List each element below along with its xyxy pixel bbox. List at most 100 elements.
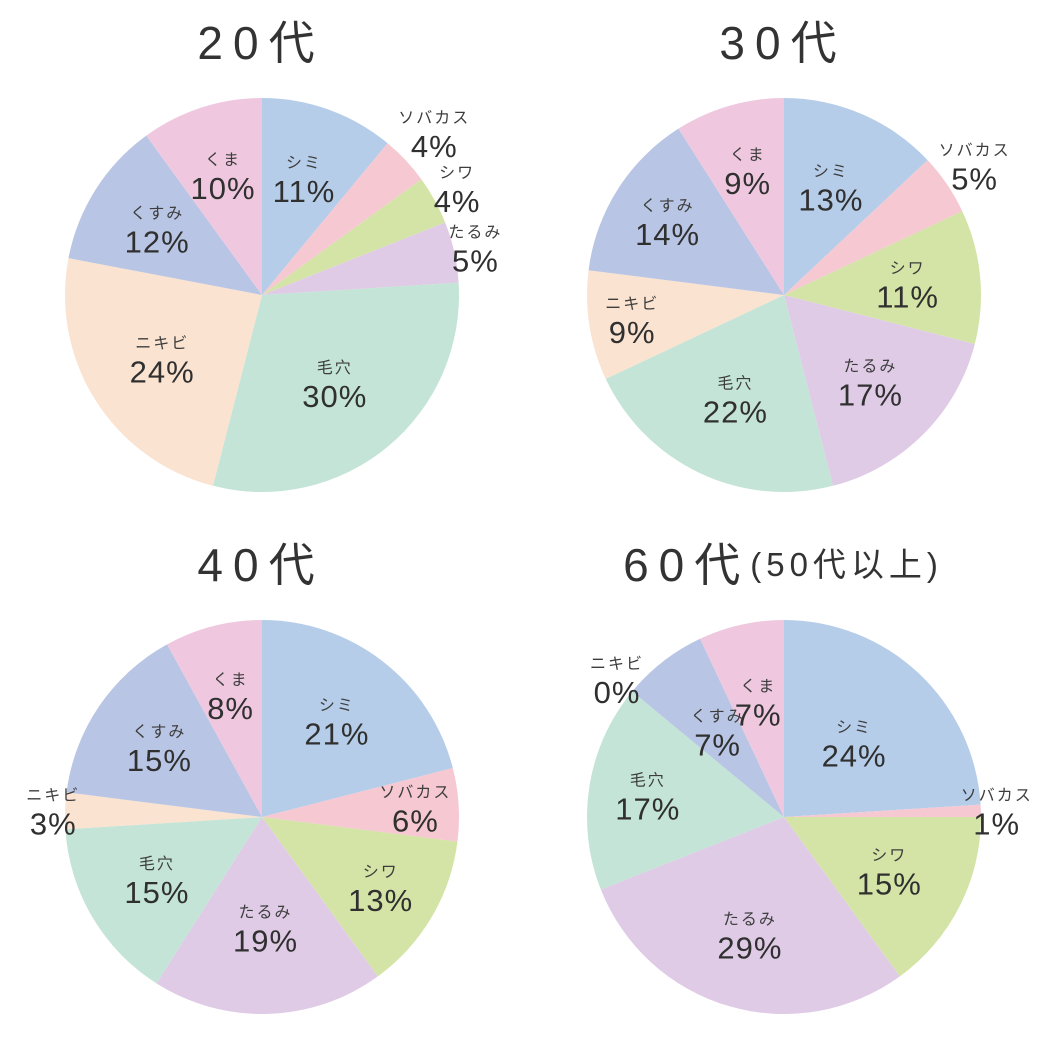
- slice-label-nikibi: ニキビ: [135, 334, 189, 352]
- pie-slice-shiwa: [262, 179, 446, 295]
- slice-value-shiwa: 11%: [876, 279, 939, 314]
- slice-label-tarumi: たるみ: [238, 903, 292, 921]
- pie-slice-sobakasu: [784, 160, 963, 295]
- pie-slice-nikibi: [586, 270, 784, 379]
- pie-slice-nikibi: [64, 792, 262, 830]
- pie-slice-tarumi: [156, 817, 378, 1014]
- slice-value-keana: 30%: [302, 379, 367, 414]
- pie-slice-keana: [605, 295, 833, 492]
- chart-cell-30s: 30代 シミ 13% ソバカス 5% シワ 11% たるみ 17% 毛穴 22% ニキビ 9% くすみ 1…: [522, 0, 1044, 522]
- slice-value-kuma: 9%: [724, 166, 771, 201]
- chart-title-60s-suffix: (50代以上): [750, 546, 943, 583]
- pie-slice-shiwa: [784, 817, 981, 977]
- slice-label-keana: 毛穴: [717, 374, 753, 392]
- pie-chart-30s: シミ 13% ソバカス 5% シワ 11% たるみ 17% 毛穴 22% ニキビ 9% くすみ 14% くま…: [586, 98, 1011, 492]
- pie-slice-tarumi: [784, 295, 975, 486]
- slice-label-sobakasu: ソバカス: [379, 784, 451, 801]
- slice-label-sobakasu: ソバカス: [398, 110, 470, 127]
- chart-title-20s: 20代: [197, 0, 324, 80]
- slice-label-shiwa: シワ: [871, 848, 907, 865]
- slice-value-tarumi: 5%: [452, 243, 499, 278]
- slice-label-kusumi: くすみ: [132, 723, 186, 741]
- slice-value-keana: 17%: [615, 791, 680, 826]
- slice-value-keana: 15%: [124, 875, 189, 910]
- slice-value-nikibi: 0%: [594, 675, 641, 710]
- pie-slice-kusumi: [66, 644, 262, 817]
- slice-value-kuma: 7%: [735, 698, 782, 733]
- slice-value-keana: 22%: [703, 394, 768, 429]
- pie-slice-kusumi: [632, 638, 784, 817]
- pie-slice-keana: [213, 282, 459, 492]
- slice-value-shimi: 13%: [798, 183, 863, 218]
- chart-title-60s-text: 60代: [623, 539, 751, 591]
- slice-value-sobakasu: 6%: [392, 803, 439, 838]
- slice-value-sobakasu: 1%: [973, 806, 1020, 841]
- slice-label-shimi: シミ: [813, 164, 849, 181]
- slice-value-nikibi: 9%: [609, 315, 656, 350]
- slice-value-sobakasu: 4%: [411, 129, 458, 164]
- slice-value-tarumi: 29%: [717, 930, 782, 965]
- pie-slice-tarumi: [262, 222, 459, 295]
- chart-cell-60s: 60代 (50代以上) シミ 24% ソバカス 1% シワ 15% たるみ 29% 毛穴 17% ニキ…: [522, 522, 1044, 1044]
- slice-label-kusumi: くすみ: [130, 205, 184, 223]
- slice-value-kuma: 10%: [190, 171, 255, 206]
- pie-slice-kusumi: [68, 135, 263, 295]
- slice-label-nikibi: ニキビ: [605, 295, 659, 313]
- slice-label-shimi: シミ: [286, 155, 322, 172]
- slice-value-shimi: 11%: [273, 174, 336, 209]
- slice-label-tarumi: たるみ: [448, 223, 502, 241]
- slice-label-nikibi: ニキビ: [26, 786, 80, 804]
- chart-title-30s-text: 30代: [719, 17, 847, 69]
- slice-label-kusumi: くすみ: [691, 707, 745, 725]
- slice-label-keana: 毛穴: [317, 359, 353, 377]
- slice-label-kuma: くま: [740, 679, 776, 696]
- slice-label-shiwa: シワ: [363, 864, 399, 881]
- slice-value-kusumi: 12%: [125, 225, 190, 260]
- slice-label-shiwa: シワ: [890, 260, 926, 277]
- slice-label-kuma: くま: [213, 672, 249, 689]
- slice-label-sobakasu: ソバカス: [939, 142, 1011, 159]
- slice-value-sobakasu: 5%: [951, 161, 998, 196]
- slice-label-keana: 毛穴: [139, 855, 175, 873]
- pie-slice-kuma: [146, 98, 262, 295]
- slice-value-nikibi: 3%: [30, 806, 77, 841]
- slice-label-kusumi: くすみ: [641, 197, 695, 215]
- pie-slice-shimi: [784, 620, 981, 817]
- pie-slice-nikibi: [65, 258, 262, 486]
- pie-slice-kuma: [678, 98, 784, 295]
- pie-slice-tarumi: [600, 817, 900, 1015]
- slice-value-tarumi: 17%: [838, 377, 903, 412]
- slice-value-shiwa: 15%: [857, 867, 922, 902]
- slice-value-kusumi: 14%: [635, 217, 700, 252]
- pie-slice-keana: [586, 691, 784, 890]
- slice-label-nikibi: ニキビ: [590, 655, 644, 673]
- pie-slice-sobakasu: [262, 768, 460, 842]
- chart-cell-40s: 40代 シミ 21% ソバカス 6% シワ 13% たるみ 19% 毛穴 15% ニキビ 3% くすみ 1…: [0, 522, 522, 1044]
- slice-value-tarumi: 19%: [233, 923, 298, 958]
- slice-label-tarumi: たるみ: [843, 357, 897, 375]
- pie-slice-kusumi: [588, 128, 784, 295]
- slice-value-kuma: 8%: [207, 691, 254, 726]
- slice-label-shimi: シミ: [836, 719, 872, 736]
- pie-slice-shimi: [784, 98, 928, 295]
- pie-chart-20s: シミ11%ソバカス4%シワ4%たるみ5%毛穴30%ニキビ24%くすみ12%くま1…: [65, 98, 502, 492]
- slice-label-sobakasu: ソバカス: [961, 787, 1033, 804]
- pie-slice-sobakasu: [784, 804, 981, 817]
- pie-slice-kuma: [700, 620, 784, 817]
- slice-label-tarumi: たるみ: [723, 910, 777, 928]
- pie-chart-60s: シミ24%ソバカス1%シワ15%たるみ29%毛穴17%ニキビ0%くすみ7%くま7…: [586, 620, 1033, 1015]
- slice-value-shiwa: 13%: [348, 883, 413, 918]
- chart-title-20s-text: 20代: [197, 17, 325, 69]
- pie-chart-40s: シミ 21% ソバカス 6% シワ 13% たるみ 19% 毛穴 15% ニキビ 3% くすみ 15% くま…: [26, 620, 460, 1014]
- chart-title-40s: 40代: [197, 522, 324, 602]
- slice-value-nikibi: 24%: [130, 354, 195, 389]
- pie-slice-keana: [65, 817, 262, 984]
- slice-label-kuma: くま: [730, 147, 766, 164]
- slice-value-kusumi: 15%: [127, 743, 192, 778]
- chart-title-40s-text: 40代: [197, 539, 325, 591]
- pie-slice-shimi: [262, 620, 453, 817]
- pie-slice-sobakasu: [262, 143, 422, 295]
- pie-slice-shiwa: [262, 817, 458, 977]
- slice-value-kusumi: 7%: [694, 727, 741, 762]
